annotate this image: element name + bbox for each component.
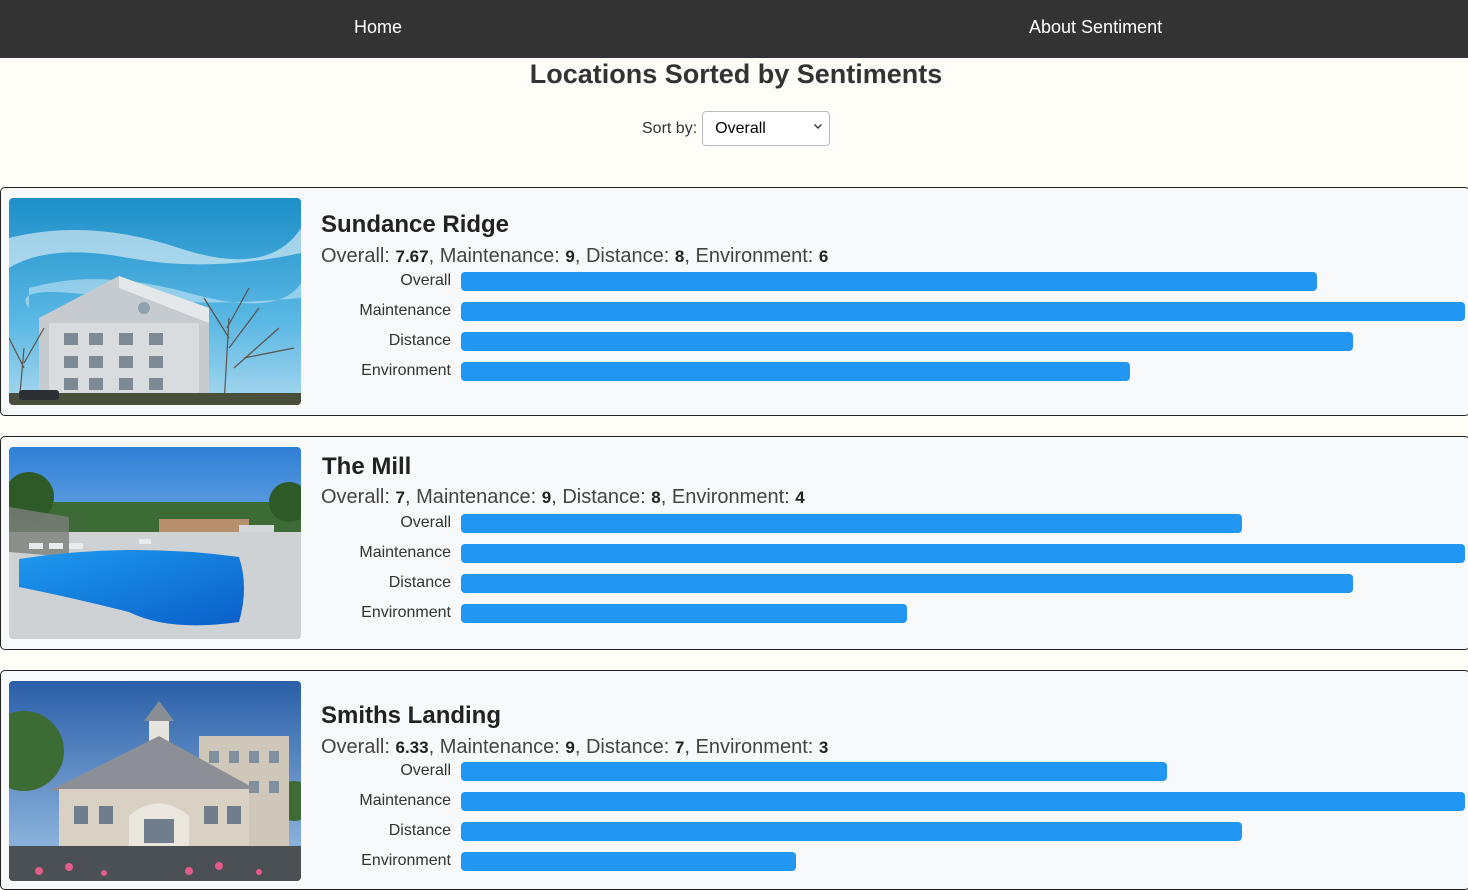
environment-bar bbox=[461, 852, 796, 871]
distance-bar-row: Distance bbox=[301, 573, 1468, 593]
bar-label-overall: Overall bbox=[400, 762, 451, 779]
bar-label-environment: Environment bbox=[361, 604, 451, 621]
maintenance-bar-row: Maintenance bbox=[301, 301, 1468, 321]
overall-bar-row: Overall bbox=[301, 761, 1468, 781]
location-photo bbox=[9, 198, 301, 405]
chevron-down-icon bbox=[813, 112, 823, 145]
environment-score: 6 bbox=[818, 247, 829, 266]
distance-score: 7 bbox=[674, 738, 685, 757]
location-card: The Mill Overall: 7, Maintenance: 9, Dis… bbox=[0, 436, 1468, 650]
overall-bar bbox=[461, 272, 1317, 291]
nav-home-link[interactable]: Home bbox=[354, 17, 403, 37]
environment-bar-row: Environment bbox=[301, 851, 1468, 871]
distance-bar bbox=[461, 574, 1353, 593]
distance-bar-row: Distance bbox=[301, 821, 1468, 841]
environment-score: 3 bbox=[818, 738, 829, 757]
location-name: Smiths Landing bbox=[321, 702, 501, 729]
score-summary: Overall: 7.67, Maintenance: 9, Distance:… bbox=[321, 245, 829, 267]
bar-label-overall: Overall bbox=[400, 514, 451, 531]
overall-score: 7.67 bbox=[395, 247, 429, 266]
bar-label-environment: Environment bbox=[361, 852, 451, 869]
bar-label-distance: Distance bbox=[388, 822, 451, 839]
overall-score: 7 bbox=[395, 488, 405, 507]
distance-score: 8 bbox=[674, 247, 685, 266]
bar-label-environment: Environment bbox=[361, 362, 451, 379]
bar-label-distance: Distance bbox=[388, 332, 451, 349]
location-name: The Mill bbox=[322, 453, 412, 480]
top-navbar: Home About Sentiment bbox=[0, 0, 1468, 58]
distance-score: 8 bbox=[651, 488, 661, 507]
distance-bar-row: Distance bbox=[301, 331, 1468, 351]
maintenance-score: 9 bbox=[565, 247, 575, 266]
bar-label-maintenance: Maintenance bbox=[359, 792, 451, 809]
score-summary: Overall: 6.33, Maintenance: 9, Distance:… bbox=[321, 736, 829, 758]
maintenance-bar bbox=[461, 792, 1465, 811]
sort-select[interactable]: Overall bbox=[702, 111, 831, 146]
nav-about-sentiment-link[interactable]: About Sentiment bbox=[1029, 17, 1163, 37]
environment-score: 4 bbox=[795, 488, 805, 507]
environment-bar-row: Environment bbox=[301, 361, 1468, 381]
overall-bar-row: Overall bbox=[301, 513, 1468, 533]
distance-bar bbox=[461, 332, 1353, 351]
environment-bar bbox=[461, 362, 1130, 381]
environment-bar-row: Environment bbox=[301, 603, 1468, 623]
maintenance-bar bbox=[461, 544, 1465, 563]
overall-bar bbox=[461, 514, 1242, 533]
bar-label-maintenance: Maintenance bbox=[359, 302, 451, 319]
maintenance-bar-row: Maintenance bbox=[301, 543, 1468, 563]
distance-bar bbox=[461, 822, 1242, 841]
bar-label-distance: Distance bbox=[388, 574, 451, 591]
overall-score: 6.33 bbox=[395, 738, 429, 757]
environment-bar bbox=[461, 604, 907, 623]
sort-selected-value: Overall bbox=[715, 120, 766, 137]
maintenance-bar bbox=[461, 302, 1465, 321]
maintenance-bar-row: Maintenance bbox=[301, 791, 1468, 811]
sort-label: Sort by: bbox=[642, 119, 698, 137]
overall-bar bbox=[461, 762, 1167, 781]
score-summary: Overall: 7, Maintenance: 9, Distance: 8,… bbox=[321, 486, 805, 508]
page-title: Locations Sorted by Sentiments bbox=[529, 59, 943, 89]
bar-label-maintenance: Maintenance bbox=[359, 544, 451, 561]
sort-control: Sort by: Overall bbox=[642, 110, 831, 147]
overall-bar-row: Overall bbox=[301, 271, 1468, 291]
location-name: Sundance Ridge bbox=[321, 211, 510, 238]
maintenance-score: 9 bbox=[541, 488, 552, 507]
maintenance-score: 9 bbox=[565, 738, 575, 757]
location-photo bbox=[9, 447, 301, 639]
location-card: Sundance Ridge Overall: 7.67, Maintenanc… bbox=[0, 187, 1468, 416]
bar-label-overall: Overall bbox=[400, 272, 451, 289]
location-card: Smiths Landing Overall: 6.33, Maintenanc… bbox=[0, 670, 1468, 890]
location-photo bbox=[9, 681, 301, 881]
